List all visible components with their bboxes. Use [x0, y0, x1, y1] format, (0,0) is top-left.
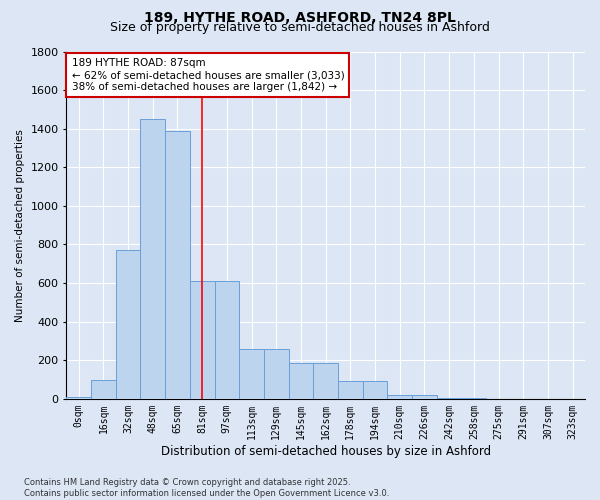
Bar	[412, 395, 437, 399]
Bar	[289, 363, 313, 399]
Text: Size of property relative to semi-detached houses in Ashford: Size of property relative to semi-detach…	[110, 21, 490, 34]
Bar	[67, 397, 91, 399]
Bar	[338, 382, 363, 399]
Bar	[239, 348, 264, 399]
Text: 189, HYTHE ROAD, ASHFORD, TN24 8PL: 189, HYTHE ROAD, ASHFORD, TN24 8PL	[144, 11, 456, 25]
Bar	[140, 119, 165, 399]
Bar	[388, 395, 412, 399]
Bar	[91, 380, 116, 399]
Text: Contains HM Land Registry data © Crown copyright and database right 2025.
Contai: Contains HM Land Registry data © Crown c…	[24, 478, 389, 498]
Text: 189 HYTHE ROAD: 87sqm
← 62% of semi-detached houses are smaller (3,033)
38% of s: 189 HYTHE ROAD: 87sqm ← 62% of semi-deta…	[71, 58, 344, 92]
Y-axis label: Number of semi-detached properties: Number of semi-detached properties	[15, 128, 25, 322]
Bar	[190, 281, 215, 399]
Bar	[363, 382, 388, 399]
X-axis label: Distribution of semi-detached houses by size in Ashford: Distribution of semi-detached houses by …	[161, 444, 491, 458]
Bar	[116, 250, 140, 399]
Bar	[165, 130, 190, 399]
Bar	[264, 348, 289, 399]
Bar	[313, 363, 338, 399]
Bar	[437, 398, 461, 399]
Bar	[215, 281, 239, 399]
